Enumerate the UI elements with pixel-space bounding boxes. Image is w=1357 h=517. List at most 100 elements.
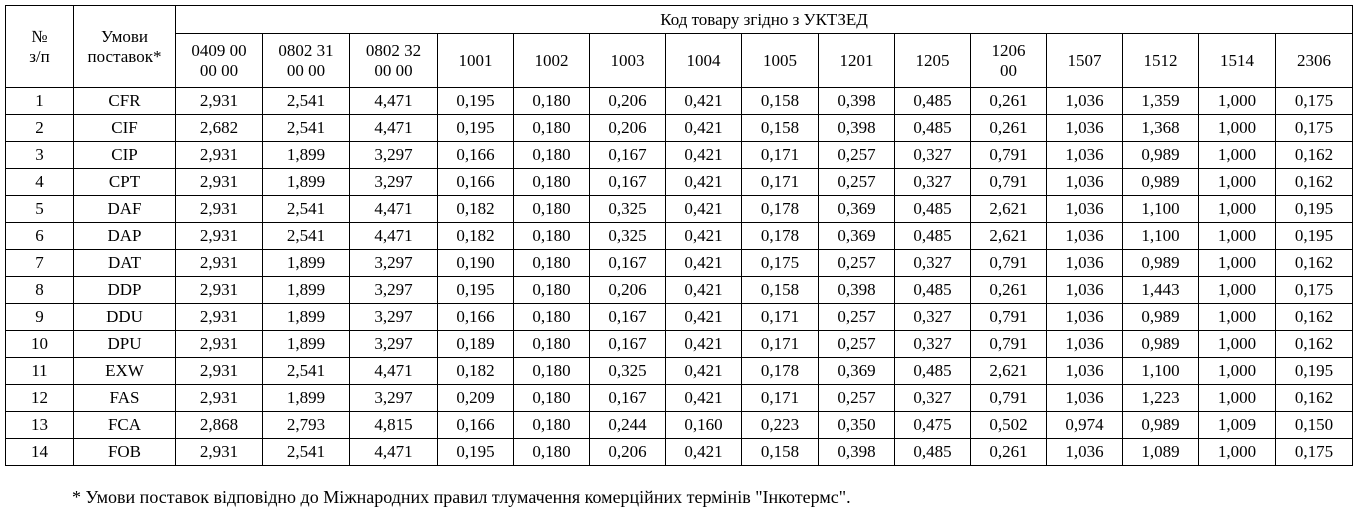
table-row: 13 FCA 2,868 2,793 4,815 0,166 0,180 0,244 0,160… bbox=[5, 411, 1354, 439]
table-cell: 4,471 bbox=[349, 357, 438, 385]
table-cell: 0,369 bbox=[818, 357, 895, 385]
table-cell: 1,899 bbox=[262, 168, 350, 196]
table-cell: 12 bbox=[5, 384, 74, 412]
header-cell: 0802 31 00 00 bbox=[262, 33, 350, 88]
table-cell: 3,297 bbox=[349, 303, 438, 331]
table-cell: 0,257 bbox=[818, 141, 895, 169]
table-cell: 2,541 bbox=[262, 438, 350, 466]
header-cell: 1206 00 bbox=[970, 33, 1047, 88]
table-cell: 0,158 bbox=[741, 438, 819, 466]
table-cell: 4 bbox=[5, 168, 74, 196]
table-cell: 0,421 bbox=[665, 87, 742, 115]
table-cell: 0,175 bbox=[1274, 114, 1354, 142]
table-cell: 0,189 bbox=[437, 330, 514, 358]
table-cell: 0,158 bbox=[741, 87, 819, 115]
table-cell: 0,195 bbox=[437, 276, 514, 304]
table-cell: 2,931 bbox=[175, 249, 263, 277]
table-cell: 1,899 bbox=[262, 303, 350, 331]
table-cell: 2,541 bbox=[262, 87, 350, 115]
table-row: 12 FAS 2,931 1,899 3,297 0,209 0,180 0,167 0,421… bbox=[5, 384, 1354, 412]
table-cell: 0,421 bbox=[665, 141, 742, 169]
table-cell: 2,868 bbox=[175, 411, 263, 439]
table-cell: 0,171 bbox=[741, 384, 819, 412]
table-cell: DDP bbox=[73, 276, 176, 304]
table-cell: 1,036 bbox=[1046, 168, 1123, 196]
table-cell: FAS bbox=[73, 384, 176, 412]
table-row: 10 DPU 2,931 1,899 3,297 0,189 0,180 0,167 0,421… bbox=[5, 330, 1354, 358]
table-cell: 1,036 bbox=[1046, 222, 1123, 250]
table-cell: 1,899 bbox=[262, 384, 350, 412]
table-cell: 0,325 bbox=[589, 222, 666, 250]
table-cell: 1,000 bbox=[1198, 276, 1276, 304]
table-cell: 1,009 bbox=[1198, 411, 1276, 439]
table-cell: 0,485 bbox=[894, 438, 971, 466]
coefficient-table: № з/п Умови поставок* Код товару згідно … bbox=[5, 5, 1354, 466]
table-cell: 0,195 bbox=[437, 87, 514, 115]
table-cell: 11 bbox=[5, 357, 74, 385]
table-cell: 2 bbox=[5, 114, 74, 142]
table-cell: 0,989 bbox=[1122, 141, 1199, 169]
table-cell: 0,325 bbox=[589, 357, 666, 385]
table-cell: 0,485 bbox=[894, 195, 971, 223]
table-cell: 0,244 bbox=[589, 411, 666, 439]
table-cell: 1,368 bbox=[1122, 114, 1199, 142]
table-row: 2 CIF 2,682 2,541 4,471 0,195 0,180 0,206 0,421 0… bbox=[5, 114, 1354, 142]
table-cell: 1,000 bbox=[1198, 141, 1276, 169]
table-cell: 0,206 bbox=[589, 276, 666, 304]
table-cell: 0,167 bbox=[589, 168, 666, 196]
table-cell: 1,899 bbox=[262, 276, 350, 304]
table-cell: 14 bbox=[5, 438, 74, 466]
table-cell: 0,791 bbox=[970, 141, 1047, 169]
table-cell: 0,327 bbox=[894, 330, 971, 358]
table-cell: 1,036 bbox=[1046, 438, 1123, 466]
table-cell: 0,182 bbox=[437, 357, 514, 385]
table-cell: 1,036 bbox=[1046, 303, 1123, 331]
table-cell: 0,171 bbox=[741, 303, 819, 331]
table-cell: 1,000 bbox=[1198, 330, 1276, 358]
table-cell: 0,398 bbox=[818, 276, 895, 304]
header-cell: 1005 bbox=[741, 33, 819, 88]
table-cell: 0,175 bbox=[1274, 438, 1354, 466]
header-cell: 2306 bbox=[1274, 33, 1354, 88]
table-row: 5 DAF 2,931 2,541 4,471 0,182 0,180 0,325 0,421 0… bbox=[5, 195, 1354, 223]
table-cell: 0,791 bbox=[970, 330, 1047, 358]
table-cell: 0,421 bbox=[665, 168, 742, 196]
table-cell: 0,257 bbox=[818, 384, 895, 412]
table-cell: 0,791 bbox=[970, 249, 1047, 277]
table-cell: 0,421 bbox=[665, 357, 742, 385]
table-body: 1 CFR 2,931 2,541 4,471 0,195 0,180 0,206 0,421 0… bbox=[5, 87, 1354, 466]
table-cell: 0,160 bbox=[665, 411, 742, 439]
table-cell: 0,162 bbox=[1274, 141, 1354, 169]
table-row: 3 CIP 2,931 1,899 3,297 0,166 0,180 0,167 0,421 0… bbox=[5, 141, 1354, 169]
table-cell: 2,541 bbox=[262, 222, 350, 250]
table-cell: 0,327 bbox=[894, 168, 971, 196]
table-cell: 3,297 bbox=[349, 141, 438, 169]
table-cell: 0,180 bbox=[513, 87, 590, 115]
table-cell: 6 bbox=[5, 222, 74, 250]
table-cell: FCA bbox=[73, 411, 176, 439]
table-cell: 1,000 bbox=[1198, 249, 1276, 277]
table-cell: CIP bbox=[73, 141, 176, 169]
table-cell: 0,162 bbox=[1274, 330, 1354, 358]
table-cell: 0,195 bbox=[1274, 357, 1354, 385]
table-cell: 0,178 bbox=[741, 357, 819, 385]
table-cell: 0,180 bbox=[513, 276, 590, 304]
table-cell: 0,989 bbox=[1122, 168, 1199, 196]
table-row: 1 CFR 2,931 2,541 4,471 0,195 0,180 0,206 0,421 0… bbox=[5, 87, 1354, 115]
table-row: 7 DAT 2,931 1,899 3,297 0,190 0,180 0,167 0,421 0… bbox=[5, 249, 1354, 277]
table-cell: 2,541 bbox=[262, 357, 350, 385]
table-cell: 0,421 bbox=[665, 114, 742, 142]
table-cell: 0,167 bbox=[589, 141, 666, 169]
header-cell: 0802 32 00 00 bbox=[349, 33, 438, 88]
table-cell: 2,931 bbox=[175, 330, 263, 358]
table-cell: 9 bbox=[5, 303, 74, 331]
table-cell: 0,421 bbox=[665, 276, 742, 304]
table-cell: 0,182 bbox=[437, 222, 514, 250]
header-cell: 1001 bbox=[437, 33, 514, 88]
table-cell: 0,158 bbox=[741, 276, 819, 304]
table-row: 8 DDP 2,931 1,899 3,297 0,195 0,180 0,206 0,421 0… bbox=[5, 276, 1354, 304]
table-cell: 3,297 bbox=[349, 384, 438, 412]
table-cell: 1 bbox=[5, 87, 74, 115]
header-cell: 1507 bbox=[1046, 33, 1123, 88]
table-cell: 1,036 bbox=[1046, 330, 1123, 358]
